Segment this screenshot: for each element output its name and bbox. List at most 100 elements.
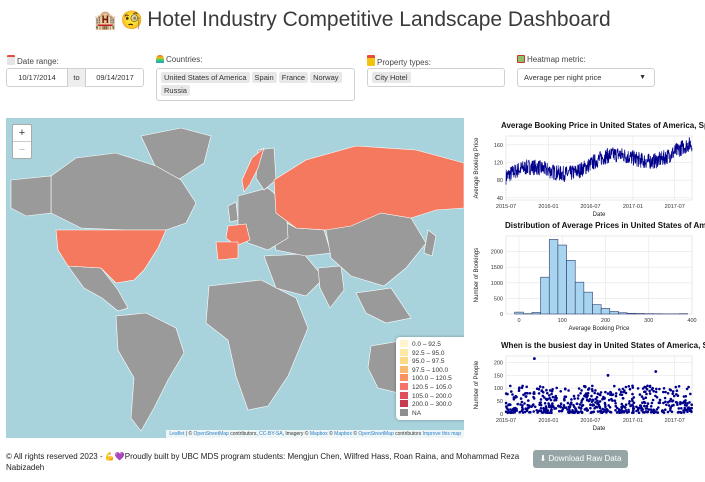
scatter-point xyxy=(592,410,596,413)
scatter-point xyxy=(609,390,612,394)
scatter-point xyxy=(591,399,595,402)
scatter-point xyxy=(591,384,594,388)
scatter-point xyxy=(618,388,621,391)
scatter-point xyxy=(589,406,592,410)
countries-label: Countries: xyxy=(156,55,202,64)
scatter-point xyxy=(563,397,566,401)
osm-link[interactable]: OpenStreetMap xyxy=(193,431,229,437)
scatter-point xyxy=(511,393,514,396)
legend-label: 100.0 – 120.5 xyxy=(412,375,452,383)
scatter-point xyxy=(554,398,558,402)
countries-multiselect[interactable]: United States of America Spain France Norwa… xyxy=(156,68,355,101)
scatter-point xyxy=(651,398,655,402)
scatter-point xyxy=(518,386,521,389)
legend-label: 105.0 – 200.0 xyxy=(412,392,452,400)
scatter-point xyxy=(631,411,634,414)
download-raw-data-button[interactable]: ⬇ Download Raw Data xyxy=(533,450,628,468)
scatter-point xyxy=(656,411,660,414)
end-date-input[interactable]: 09/14/2017 xyxy=(96,73,134,82)
legend-swatch xyxy=(400,357,408,365)
histogram-bar xyxy=(540,276,550,315)
scatter-point xyxy=(526,407,529,410)
osm-link-2[interactable]: OpenStreetMap xyxy=(358,431,394,437)
legend-swatch xyxy=(400,408,408,416)
scatter-point xyxy=(584,385,587,388)
property-types-multiselect[interactable]: City Hotel xyxy=(367,68,505,87)
scatter-point xyxy=(632,396,636,399)
start-date-input[interactable]: 10/17/2014 xyxy=(18,73,56,82)
scatter-point xyxy=(640,395,644,398)
x-tick-label: 2015-07 xyxy=(496,204,516,210)
scatter-point xyxy=(675,389,679,392)
zoom-out-button[interactable]: − xyxy=(13,141,31,158)
world-map-svg[interactable] xyxy=(6,118,464,438)
scatter-point xyxy=(520,406,524,409)
scatter-point xyxy=(576,397,580,400)
scatter-point xyxy=(539,407,543,410)
scatter-point xyxy=(627,402,631,405)
scatter-point xyxy=(505,405,508,408)
scatter-point xyxy=(603,403,607,406)
scatter-point xyxy=(608,406,612,409)
mapbox-link[interactable]: Mapbox xyxy=(309,431,328,437)
scatter-point xyxy=(544,405,548,408)
scatter-point xyxy=(643,401,647,405)
country-chip[interactable]: Norway xyxy=(310,72,342,83)
scatter-point xyxy=(548,389,552,392)
scatter-point xyxy=(504,392,508,395)
improve-map-link[interactable]: Improve this map xyxy=(422,431,461,437)
scatter-point xyxy=(658,401,661,404)
scatter-point xyxy=(548,394,551,397)
scatter-point xyxy=(627,408,630,412)
scatter-point xyxy=(607,404,610,407)
scatter-point xyxy=(596,399,599,403)
legend-entry: NA xyxy=(400,408,464,418)
country-chip[interactable]: Spain xyxy=(251,72,277,83)
scatter-point xyxy=(539,398,543,401)
histogram-bar xyxy=(566,260,576,315)
scatter-point xyxy=(576,411,580,414)
scatter-point xyxy=(669,407,672,410)
busiest-day-chart[interactable]: 0 50 100 150 200 2015-07 2016-01 2016-07 2017-01… xyxy=(470,352,705,442)
country-chip[interactable]: United States of America xyxy=(161,72,250,83)
price-trend-chart[interactable]: 40 80 120 160 2015-07 2016-01 2016-07 2017-01 20… xyxy=(470,132,705,222)
legend-label: 97.5 – 100.0 xyxy=(412,366,449,374)
scatter-point xyxy=(669,397,673,401)
y-axis-label: Number of People xyxy=(474,360,480,409)
price-distribution-chart[interactable]: 0 500 1000 1500 2000 0 100 200 300 400 Average Boo… xyxy=(470,232,705,338)
y-tick-label: 120 xyxy=(494,160,503,166)
license-link[interactable]: CC-BY-SA xyxy=(259,431,283,437)
country-chip[interactable]: Russia xyxy=(161,85,190,96)
mapbox-link-2[interactable]: Mapbox xyxy=(334,431,352,437)
chevron-down-icon[interactable]: ▼ xyxy=(639,74,646,81)
scatter-point xyxy=(559,402,563,405)
scatter-point xyxy=(631,392,634,396)
histogram-bar xyxy=(609,311,619,315)
map-region-alaska xyxy=(10,175,52,217)
scatter-point xyxy=(628,400,631,403)
map-region-usa xyxy=(55,229,167,284)
heatmap-metric-dropdown[interactable]: Average per night price ▼ xyxy=(517,68,655,87)
scatter-point xyxy=(677,407,681,410)
scatter-point xyxy=(599,391,603,394)
scatter-point xyxy=(515,395,518,399)
leaflet-link[interactable]: Leaflet xyxy=(169,431,185,437)
scatter-point xyxy=(677,385,681,388)
y-tick-label: 100 xyxy=(494,386,503,392)
choropleth-map[interactable]: + − 0.0 – 92.5 92.5 – 95.0 95.0 – 97.5 97.5… xyxy=(6,118,464,438)
property-type-chip[interactable]: City Hotel xyxy=(372,72,411,83)
scatter-point xyxy=(564,387,567,391)
map-legend: 0.0 – 92.5 92.5 – 95.0 95.0 – 97.5 97.5 – 1… xyxy=(396,337,464,421)
scatter-point xyxy=(645,388,649,391)
map-zoom-control: + − xyxy=(12,124,32,159)
scatter-point xyxy=(504,401,508,405)
calendar-icon xyxy=(7,55,15,65)
scatter-point xyxy=(687,385,690,389)
country-chip[interactable]: France xyxy=(278,72,309,83)
zoom-in-button[interactable]: + xyxy=(18,127,26,139)
scatter-point xyxy=(552,405,555,408)
scatter-point xyxy=(669,388,673,392)
scatter-point xyxy=(622,390,626,394)
scatter-point xyxy=(504,410,508,413)
legend-swatch xyxy=(400,391,408,399)
